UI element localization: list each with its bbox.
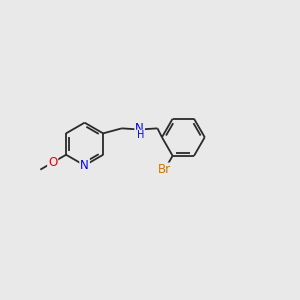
Text: O: O — [48, 156, 57, 169]
Text: Br: Br — [158, 164, 171, 176]
Text: N: N — [80, 159, 89, 172]
Text: H: H — [136, 130, 144, 140]
Text: N: N — [135, 122, 144, 135]
